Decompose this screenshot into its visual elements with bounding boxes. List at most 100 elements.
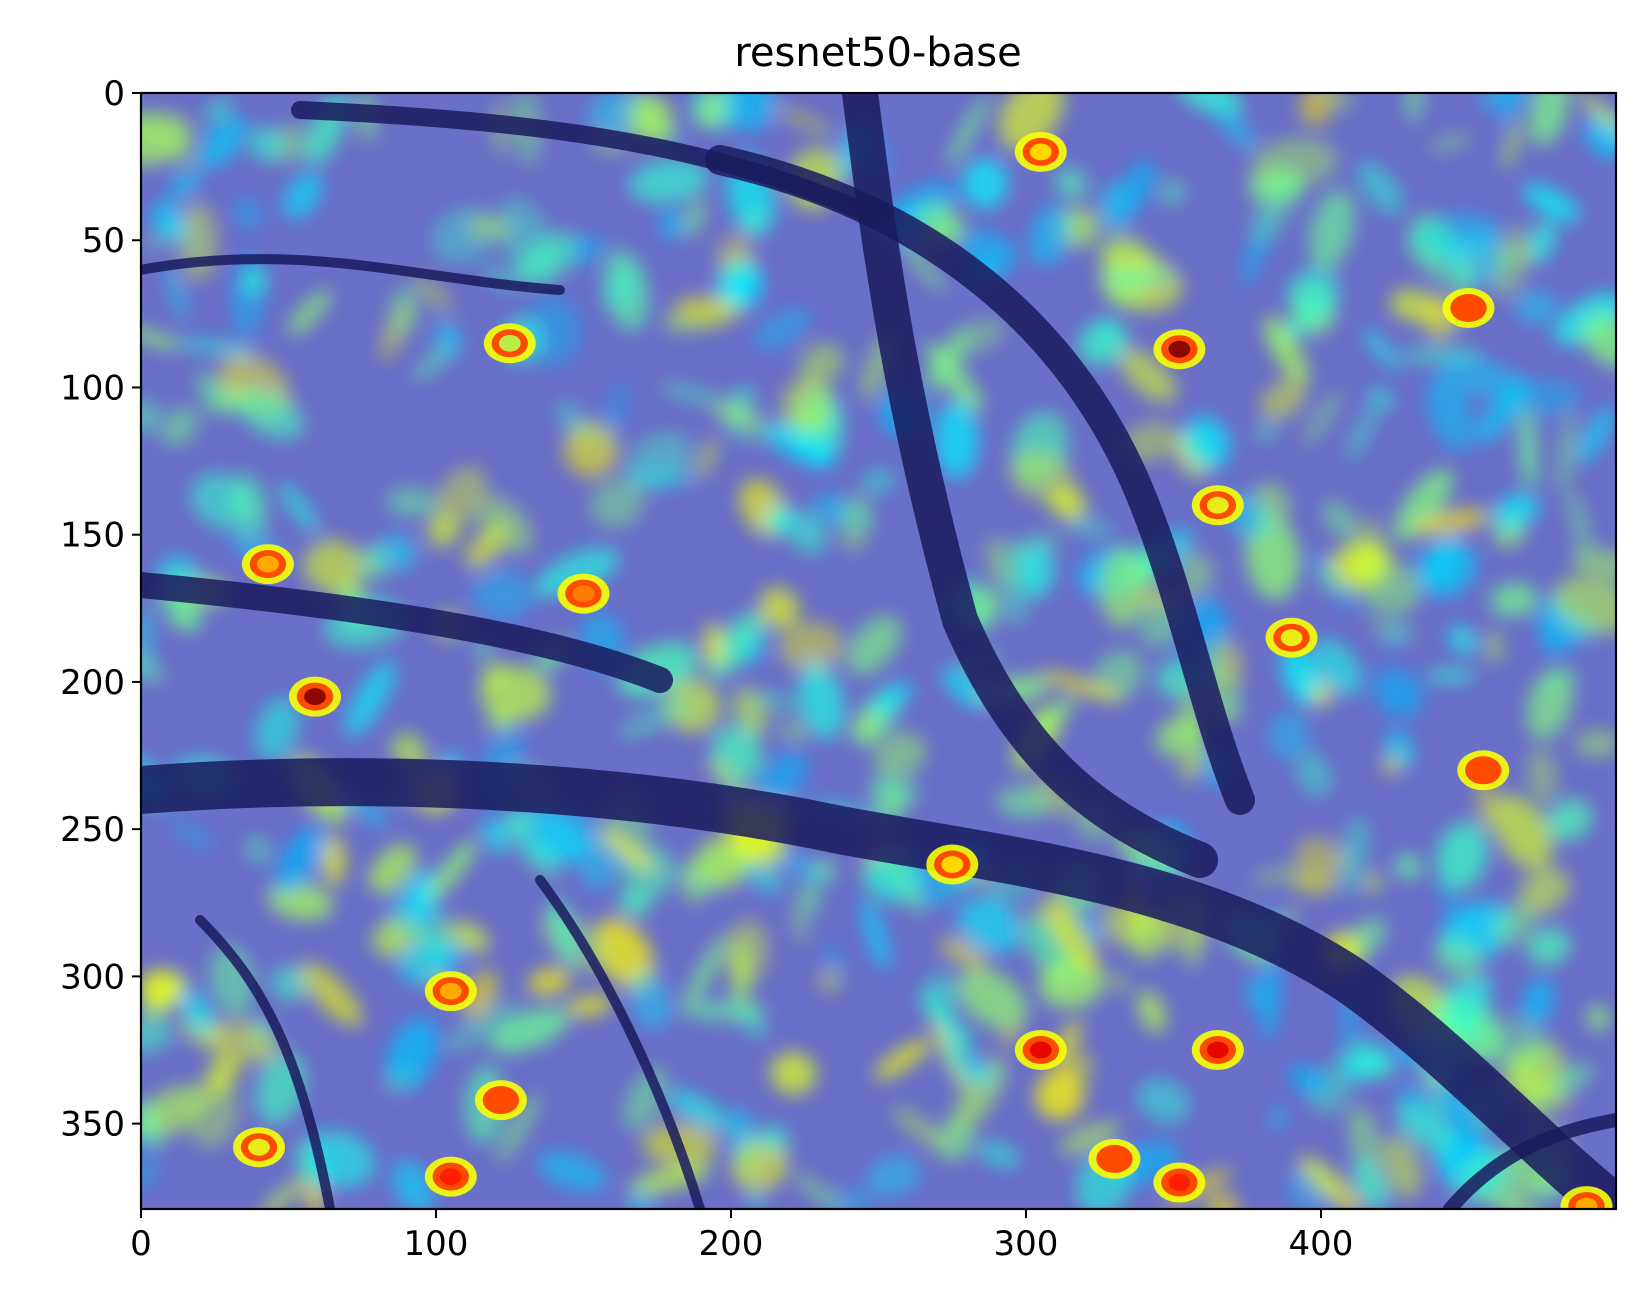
heatmap-cell [1353,1158,1388,1209]
heatmap-cell [541,804,600,859]
heatmap-hotspot [1442,288,1495,328]
heatmap-cell [1515,290,1557,325]
heatmap-cell [871,680,913,716]
hotspot-ring [304,688,326,705]
heatmap-cell [1406,93,1424,123]
heatmap-cell [1058,1121,1120,1154]
heatmap-cell [659,383,730,406]
heatmap-cell [425,839,478,902]
heatmap-cell [481,820,508,854]
heatmap-cell [766,424,836,467]
heatmap-hotspot [483,323,536,364]
heatmap-cell [798,662,845,739]
heatmap-cell [723,264,763,309]
heatmap-cell [742,214,766,231]
heatmap-hotspot [1457,750,1510,791]
heatmap-cell [141,1017,174,1054]
heatmap-cell [1259,957,1281,1041]
heatmap-cell [770,1051,817,1095]
heatmap-cell [1367,387,1394,411]
heatmap-cell [376,534,417,571]
heatmap-hotspot [1191,485,1244,526]
heatmap-cell [1582,314,1616,368]
heatmap-cell [549,896,580,967]
heatmap-hotspot [289,676,341,717]
heatmap-cell [385,1017,439,1092]
heatmap-cell [1357,161,1404,215]
heatmap-cell [1575,406,1616,464]
heatmap-cell [1299,1156,1363,1209]
heatmap-cell [774,106,834,136]
heatmap-cell [1477,1017,1551,1070]
heatmap-cell [1384,729,1415,769]
heatmap-cell [1000,1024,1019,1048]
heatmap-cell [478,495,533,554]
heatmap-cell [166,264,187,321]
heatmap-hotspot [424,1156,477,1197]
heatmap-cell [861,469,895,494]
y-tick-label: 300 [60,957,125,997]
y-axis: 0 50 100 150 200 250 300 350 [60,74,141,1145]
heatmap-cell [1522,978,1554,1027]
heatmap-cell [659,210,685,238]
branch-shape [535,875,705,1209]
hotspot-ring [941,856,964,873]
heatmap-hotspot [926,844,979,885]
heatmap-cell [757,751,808,805]
heatmap-cell [1288,1065,1331,1095]
heatmap-cell [1517,406,1539,490]
y-tick-label: 350 [60,1105,125,1145]
y-tick-label: 250 [60,810,125,850]
heatmap-cell [177,339,257,355]
heatmap-cell [527,967,571,996]
heatmap-cell [1347,544,1391,587]
heatmap-cell [824,943,843,974]
hotspot-ring [439,982,462,1000]
heatmap-cell [1243,976,1269,1011]
heatmap-cell [925,343,983,412]
heatmap-cell [589,479,645,528]
hotspot-ring [1206,496,1229,514]
heatmap-cell [779,622,843,672]
heatmap-cell [1078,320,1129,366]
heatmap-hotspot [1014,1030,1067,1070]
heatmap-cell [628,94,673,145]
heatmap-cell [673,294,736,326]
heatmap-cell [254,697,301,761]
heatmap-cell [1267,711,1310,760]
heatmap-cell [1363,873,1383,893]
heatmap-cell [1518,868,1570,915]
heatmap-cell [1055,167,1088,199]
heatmap-hotspot [233,1127,285,1168]
heatmap-cell [1011,533,1062,558]
heatmap-cell [141,1084,208,1139]
heatmap-cell [667,1089,731,1131]
heatmap-cell [1347,1106,1382,1172]
heatmap-cell [628,971,672,1030]
heatmap-cell [1346,405,1378,461]
chart-title: resnet50-base [734,30,1021,76]
heatmap-cell [1425,374,1474,451]
heatmap-cell [1557,411,1575,494]
heatmap-cell [1526,927,1571,966]
heatmap-cell [497,1093,540,1163]
y-tick-label: 150 [60,516,125,556]
heatmap-cell [488,1008,569,1053]
heatmap-cell [1492,794,1553,870]
heatmap-cell [866,1155,921,1197]
heatmap-cell [946,94,990,167]
heatmap-cell [1567,488,1592,560]
heatmap-cell [1322,500,1357,539]
heatmap-cell [1048,485,1087,521]
heatmap-cell [593,917,654,989]
heatmap-cell [1303,390,1341,446]
hotspot-ring [1103,1150,1126,1168]
heatmap-cell [303,539,363,594]
heatmap-cell [1183,416,1230,470]
heatmap-cell [618,697,694,738]
heatmap-cell [681,1000,767,1022]
heatmap-cell [299,962,363,1027]
branch-shape [291,101,869,219]
heatmap-cell [628,159,709,204]
